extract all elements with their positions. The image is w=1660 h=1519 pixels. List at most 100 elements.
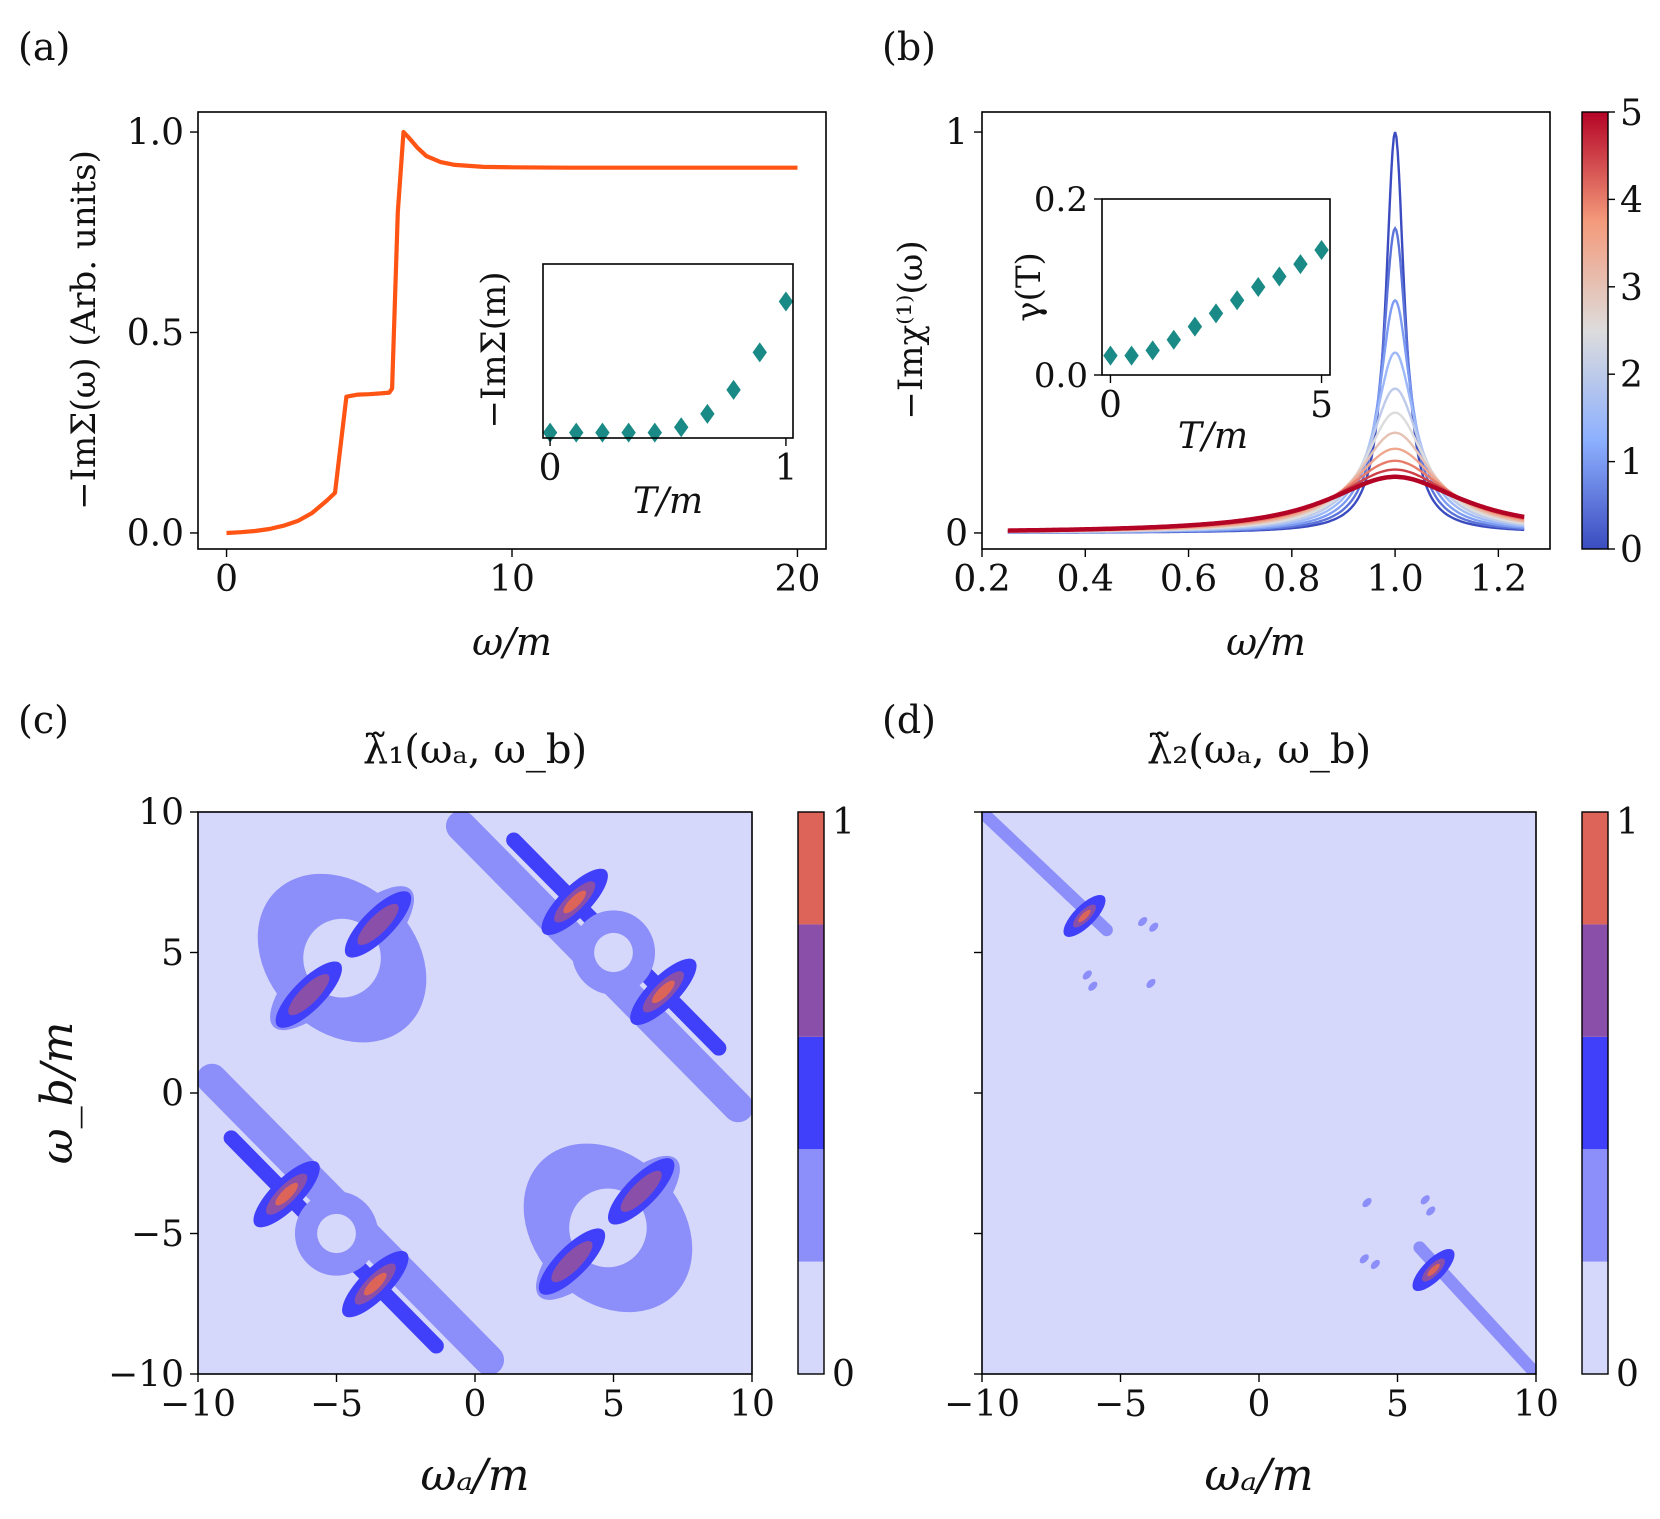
panel-b-colorbar: 0 1 2 3 4 5	[1581, 93, 1643, 571]
panel-a-xtick-label: 20	[775, 559, 821, 600]
panel-d-xtick-label: −10	[944, 1384, 1020, 1425]
panel-b-inset-point	[1187, 316, 1203, 337]
panel-d-colorbar-level	[1582, 1261, 1608, 1374]
panel-d-colorbar-level	[1582, 1036, 1608, 1150]
panel-d: λ̃₂(ωₐ, ω_b) −10 −5 0 5 10 ωₐ/m 01	[944, 727, 1639, 1501]
panel-b-inset-point	[1293, 254, 1308, 275]
panel-b-colorbar-label: 1	[1620, 443, 1643, 484]
panel-b-inset-frame	[1101, 198, 1331, 376]
panel-d-dot	[1082, 970, 1092, 980]
panel-b-inset: 0 5 0.0 0.2 T/m γ(T)	[1009, 180, 1333, 457]
panel-c-xtick-label: −5	[310, 1384, 363, 1425]
panel-b-colorbar-label: 4	[1620, 180, 1643, 221]
panel-a-ytick-label: 0.0	[127, 514, 184, 555]
panel-d-colorbar-label: 0	[1616, 1354, 1639, 1395]
panel-d-colorbar-label: 1	[1616, 802, 1639, 843]
panel-b-inset-point	[1272, 266, 1287, 287]
panel-b-xtick-label: 1.0	[1366, 559, 1423, 600]
panel-b-inset-ylabel: γ(T)	[1009, 252, 1049, 322]
panel-c-ytick-label: −10	[108, 1355, 184, 1396]
panel-c-ring-hole	[317, 1213, 356, 1254]
panel-b-inset-xtick-label: 0	[1099, 385, 1122, 426]
panel-b-frame	[981, 111, 1551, 550]
panel-d-colorbar-level	[1582, 924, 1608, 1037]
panel-a-inset-point	[726, 379, 741, 400]
panel-b-xtick-label: 0.8	[1263, 559, 1320, 600]
panel-c-hotspot-mid	[620, 1170, 662, 1212]
panel-a-inset-point	[674, 417, 689, 438]
panel-c-colorbar-level	[798, 1036, 824, 1150]
panel-d-dot	[1146, 978, 1156, 988]
panel-c-colorbar: 01	[797, 802, 855, 1395]
panel-d-dot	[1420, 1195, 1430, 1205]
panel-c-ytick-label: 5	[161, 933, 184, 974]
panel-d-dot	[1138, 917, 1148, 927]
panel-c-colorbar-level	[798, 1149, 824, 1262]
panel-d-colorbar: 01	[1581, 802, 1639, 1395]
panel-c-colorbar-level	[798, 1261, 824, 1374]
panel-c-xtick-label: −10	[160, 1384, 236, 1425]
panel-d-dot	[1088, 981, 1098, 991]
panel-d-xtick-label: 10	[1513, 1384, 1559, 1425]
panel-label-c: (c)	[18, 698, 69, 742]
panel-c-hotspot-mid	[288, 974, 330, 1016]
panel-b-inset-point	[1145, 340, 1160, 361]
panel-c-hotspot-mid	[551, 1241, 593, 1283]
panel-a-xtick-label: 0	[215, 559, 238, 600]
panel-c-hotspot-core	[275, 1182, 298, 1206]
panel-b-inset-point	[1314, 240, 1329, 261]
panel-b-ylabel: −Imχ⁽¹⁾(ω)	[891, 240, 931, 419]
panel-a-inset-point	[569, 422, 584, 443]
panel-c-ring-hole	[594, 932, 633, 973]
panel-c-xtick-label: 5	[602, 1384, 625, 1425]
panel-d-hot-core	[1427, 1263, 1440, 1277]
panel-c-hotspot-core	[363, 1272, 387, 1296]
panel-b-inset-point	[1124, 345, 1139, 366]
panel-d-xtick-label: −5	[1094, 1384, 1147, 1425]
panel-d-hot-core	[1078, 909, 1091, 923]
panel-b-inset-points	[1103, 240, 1329, 366]
panel-b-ytick-label: 0	[945, 514, 968, 555]
panel-c-ytick-label: −5	[131, 1214, 184, 1255]
panel-c-colorbar-level	[798, 924, 824, 1037]
panel-label-a: (a)	[18, 25, 70, 69]
panel-b-colorbar-label: 5	[1620, 93, 1643, 134]
panel-b-colorbar-gradient	[1581, 111, 1609, 550]
panel-c-xtick-label: 0	[464, 1384, 487, 1425]
panel-b-xtick-label: 0.6	[1160, 559, 1217, 600]
panel-d-dot	[1370, 1259, 1380, 1269]
panel-a-inset-point	[621, 422, 636, 443]
panel-c-heatmap	[198, 812, 752, 1374]
panel-b-inset-point	[1229, 290, 1245, 311]
panel-b-xtick-label: 0.2	[953, 559, 1010, 600]
panel-b-inset-point	[1251, 277, 1266, 297]
panel-b-inset-ticks: 0 5 0.0 0.2	[1034, 180, 1333, 426]
panel-c-ytick-label: 10	[138, 793, 184, 834]
panel-b-colorbar-label: 0	[1620, 530, 1643, 571]
panel-a-plot-area	[226, 129, 798, 536]
panel-a-inset-point	[700, 403, 715, 424]
panel-b-xlabel: ω/m	[1226, 620, 1306, 664]
panel-d-dot	[1426, 1206, 1436, 1216]
panel-b: 0.2 0.4 0.6 0.8 1.0 1.201 ω/m −Imχ⁽¹⁾(ω) 0 50.…	[891, 93, 1643, 664]
panel-d-colorbar-level	[1582, 812, 1608, 925]
panel-d-colorbar-frame	[1581, 811, 1609, 1375]
panel-c-ylabel: ω_b/m	[32, 1022, 83, 1165]
panel-d-xlabel: ωₐ/m	[1205, 1450, 1314, 1501]
panel-a-inset-point	[752, 342, 767, 363]
panel-b-inset-xtick-label: 5	[1310, 385, 1333, 426]
panel-a-xlabel: ω/m	[472, 620, 552, 664]
panel-d-ticks: −10 −5 0 5 10	[944, 811, 1559, 1425]
panel-b-inset-xlabel: T/m	[1178, 416, 1248, 457]
panel-c-xlabel: ωₐ/m	[421, 1450, 530, 1501]
panel-d-dot	[1149, 922, 1159, 932]
panel-c-colorbar-label: 0	[832, 1354, 855, 1395]
panel-c-xtick-label: 10	[729, 1384, 775, 1425]
panel-c-hotspot-core	[652, 980, 675, 1004]
panel-a-inset-xtick-label: 1	[774, 448, 797, 489]
panel-a-inset-frame	[542, 263, 794, 439]
panel-b-inset-ytick-label: 0.2	[1034, 180, 1088, 220]
panel-a: 0 10 200.00.51.0 ω/m −ImΣ(ω) (Arb. units) …	[64, 111, 827, 664]
panel-b-colorbar-ticks: 0 1 2 3 4 5	[1608, 93, 1643, 571]
